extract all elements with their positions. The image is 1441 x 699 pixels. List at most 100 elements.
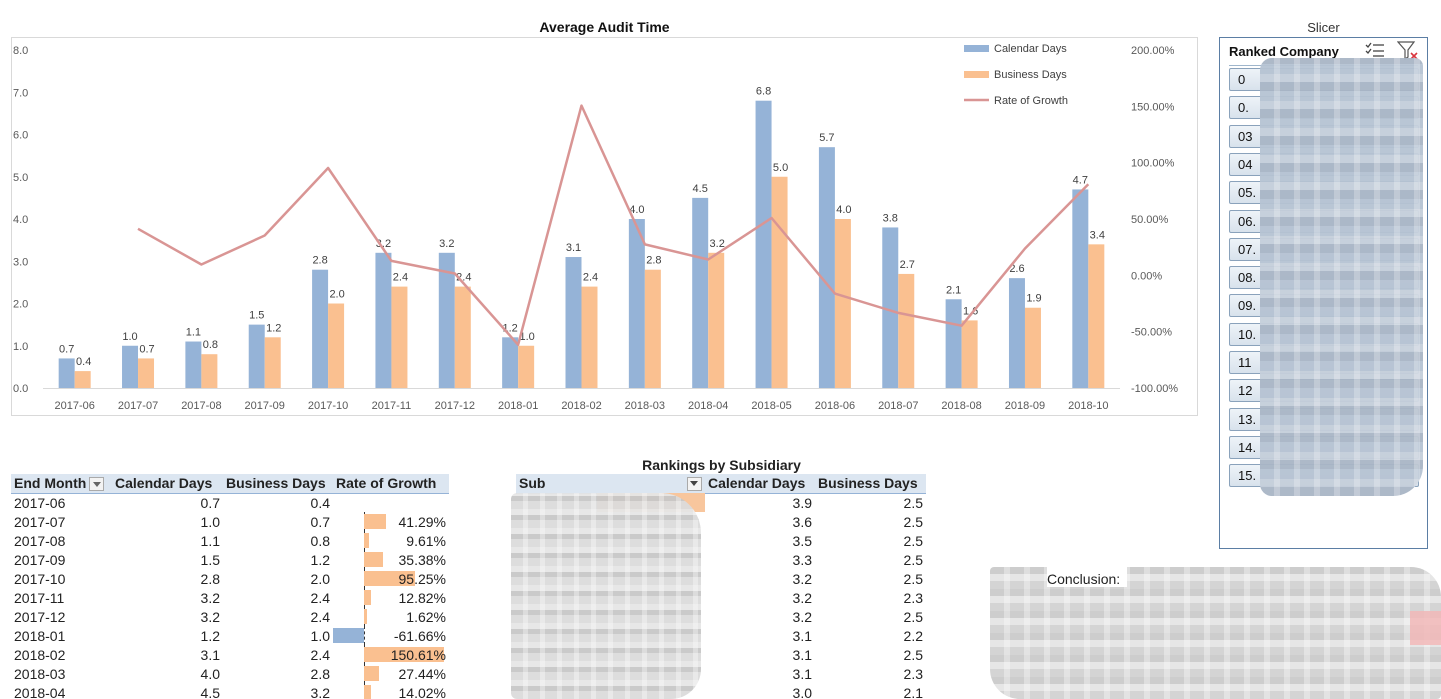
x-axis-tick-label: 2018-03 <box>625 400 665 412</box>
data-bar <box>364 647 444 662</box>
cell-rate-of-growth: 41.29% <box>333 512 449 531</box>
redaction-mask <box>511 493 701 699</box>
bar-calendar-days <box>375 252 392 388</box>
header-business-days: Business Days <box>815 474 926 494</box>
data-label-calendar-days: 3.8 <box>883 212 898 224</box>
data-label-business-days: 2.4 <box>393 272 408 284</box>
data-label-calendar-days: 2.8 <box>312 255 327 267</box>
cell-rate-of-growth-value: -61.66% <box>393 627 446 644</box>
cell-end-month: 2017-10 <box>14 570 66 587</box>
filter-dropdown-icon[interactable] <box>89 477 105 492</box>
table-row: 2017-08 1.1 0.8 9.61% <box>11 531 449 550</box>
rankings-title: Rankings by Subsidiary <box>642 457 801 473</box>
data-label-business-days: 2.8 <box>646 255 661 267</box>
bar-business-days <box>74 371 91 388</box>
table-row: 3.0 2.1 <box>516 683 926 699</box>
header-calendar-days: Calendar Days <box>112 474 223 494</box>
bar-calendar-days <box>565 257 582 388</box>
cell-end-month: 2018-04 <box>14 684 66 699</box>
bar-calendar-days <box>185 341 202 388</box>
table-row: 2018-04 4.5 3.2 14.02% <box>11 683 449 699</box>
cell-business-days: 2.0 <box>310 570 330 587</box>
bar-business-days <box>644 269 661 388</box>
cell-end-month: 2017-07 <box>14 513 66 530</box>
data-label-calendar-days: 3.2 <box>439 238 454 250</box>
data-label-business-days: 3.4 <box>1090 229 1105 241</box>
x-axis-tick-label: 2017-08 <box>181 400 221 412</box>
table-row: 3.2 2.5 <box>516 569 926 588</box>
y2-axis-tick-label: -50.00% <box>1131 327 1172 339</box>
bar-business-days <box>391 286 408 388</box>
data-label-calendar-days: 1.5 <box>249 310 264 322</box>
cell-rate-of-growth: 12.82% <box>333 588 449 607</box>
cell-calendar-days: 3.1 <box>792 627 812 644</box>
data-label-calendar-days: 3.1 <box>566 242 581 254</box>
cell-end-month: 2018-01 <box>14 627 66 644</box>
data-label-business-days: 3.2 <box>710 238 725 250</box>
cell-rate-of-growth: -61.66% <box>333 626 449 645</box>
chart-area[interactable] <box>11 37 1198 416</box>
cell-end-month: 2017-09 <box>14 551 66 568</box>
data-label-calendar-days: 1.0 <box>122 331 137 343</box>
data-label-calendar-days: 4.5 <box>693 183 708 195</box>
header-rate-of-growth: Rate of Growth <box>333 474 449 494</box>
conclusion-label: Conclusion: <box>1047 571 1121 587</box>
cell-end-month: 2017-06 <box>14 494 66 511</box>
table-row: 3.1 2.3 <box>516 664 926 683</box>
cell-calendar-days: 3.1 <box>792 646 812 663</box>
x-axis-tick-label: 2018-01 <box>498 400 538 412</box>
cell-business-days: 2.5 <box>903 532 923 549</box>
x-axis-tick-label: 2017-10 <box>308 400 348 412</box>
bar-business-days <box>834 219 851 388</box>
legend-label-rate-of-growth: Rate of Growth <box>994 95 1068 107</box>
bar-business-days <box>1024 307 1041 388</box>
table-row: 2018-01 1.2 1.0 -61.66% <box>11 626 449 645</box>
x-axis-tick-label: 2017-11 <box>372 400 412 412</box>
header-sub[interactable]: Sub <box>516 474 705 494</box>
table-row: 3.6 2.5 <box>516 512 926 531</box>
cell-business-days: 2.5 <box>903 513 923 530</box>
cell-end-month: 2017-12 <box>14 608 66 625</box>
data-bar <box>364 571 415 586</box>
y-axis-tick-label: 0.0 <box>13 383 28 395</box>
cell-rate-of-growth: 35.38% <box>333 550 449 569</box>
cell-calendar-days: 0.7 <box>200 494 220 511</box>
cell-rate-of-growth: 9.61% <box>333 531 449 550</box>
bar-calendar-days <box>692 197 709 388</box>
bar-business-days <box>138 358 155 388</box>
redaction-mask <box>1410 611 1441 645</box>
y2-axis-tick-label: 200.00% <box>1131 45 1175 57</box>
data-label-calendar-days: 0.7 <box>59 343 74 355</box>
cell-calendar-days: 1.2 <box>200 627 220 644</box>
cell-calendar-days: 3.2 <box>792 570 812 587</box>
cell-rate-of-growth: 95.25% <box>333 569 449 588</box>
y2-axis-tick-label: 50.00% <box>1131 214 1169 226</box>
bar-business-days <box>264 337 281 388</box>
sort-dropdown-icon[interactable] <box>687 477 702 492</box>
cell-rate-of-growth: 150.61% <box>333 645 449 664</box>
data-bar <box>333 628 364 643</box>
cell-calendar-days: 3.2 <box>200 589 220 606</box>
cell-business-days: 0.8 <box>310 532 330 549</box>
header-end-month[interactable]: End Month <box>11 474 112 494</box>
cell-calendar-days: 2.8 <box>200 570 220 587</box>
cell-calendar-days: 4.5 <box>200 684 220 699</box>
x-axis-tick-label: 2017-06 <box>54 400 94 412</box>
cell-business-days: 2.4 <box>310 608 330 625</box>
cell-business-days: 2.4 <box>310 646 330 663</box>
cell-business-days: 3.2 <box>310 684 330 699</box>
cell-business-days: 0.7 <box>310 513 330 530</box>
data-label-calendar-days: 4.0 <box>629 204 644 216</box>
cell-calendar-days: 3.2 <box>200 608 220 625</box>
x-axis-tick-label: 2017-07 <box>118 400 158 412</box>
cell-rate-of-growth-value: 12.82% <box>398 589 446 606</box>
cell-business-days: 2.5 <box>903 608 923 625</box>
company-slicer[interactable]: Ranked Company 0 0. 03 04 05. 06. 07. 08. 09. 10.… <box>1219 37 1428 549</box>
bar-business-days <box>201 354 218 388</box>
cell-calendar-days: 3.6 <box>792 513 812 530</box>
y-axis-tick-label: 3.0 <box>13 256 28 268</box>
legend-label-calendar-days: Calendar Days <box>994 43 1067 55</box>
bar-calendar-days <box>1008 278 1025 388</box>
multi-select-icon[interactable] <box>1365 41 1385 59</box>
x-axis-tick-label: 2018-05 <box>751 400 791 412</box>
